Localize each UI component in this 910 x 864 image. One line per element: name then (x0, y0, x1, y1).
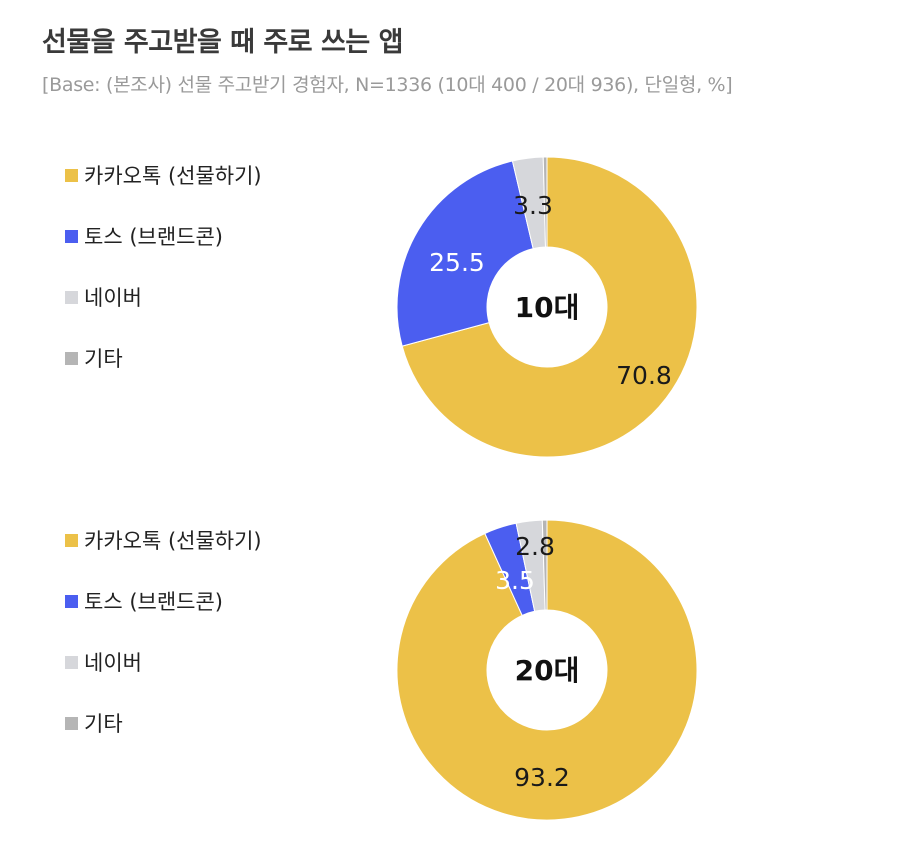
legend-item-toss: 토스 (브랜드콘) (65, 221, 223, 251)
donut-value-label: 93.2 (514, 763, 570, 792)
legend-swatch-naver (65, 290, 78, 304)
legend-swatch-kakaotalk (65, 533, 78, 547)
donut-value-label: 3.3 (513, 191, 553, 220)
legend-swatch-other (65, 351, 78, 365)
chart-title: 선물을 주고받을 때 주로 쓰는 앱 (42, 27, 403, 58)
chart-subtitle: [Base: (본조사) 선물 주고받기 경험자, N=1336 (10대 40… (42, 74, 733, 96)
legend-item-other: 기타 (65, 343, 123, 373)
legend-item-naver: 네이버 (65, 282, 142, 312)
legend-item-kakaotalk: 카카오톡 (선물하기) (65, 160, 262, 190)
donut-slice-카카오톡 (396, 519, 698, 821)
legend-swatch-other (65, 716, 78, 730)
legend-label-toss: 토스 (브랜드콘) (84, 225, 223, 249)
legend-swatch-toss (65, 229, 78, 243)
donut-slice-기타 (542, 156, 548, 248)
legend-label-naver: 네이버 (84, 286, 142, 310)
donut-slice-기타 (541, 519, 548, 611)
legend-item-kakaotalk: 카카오톡 (선물하기) (65, 525, 262, 555)
legend-swatch-naver (65, 655, 78, 669)
donut-center-label: 20대 (515, 654, 580, 687)
legend-label-naver: 네이버 (84, 651, 142, 675)
legend-swatch-toss (65, 594, 78, 608)
legend-label-kakaotalk: 카카오톡 (선물하기) (84, 529, 262, 553)
donut-chart-20s: 93.2 3.5 2.8 20대 (396, 519, 698, 821)
donut-center-label: 10대 (515, 291, 580, 324)
donut-slice-토스 (396, 160, 534, 347)
donut-value-label: 3.5 (495, 566, 535, 595)
legend-item-naver: 네이버 (65, 647, 142, 677)
donut-value-label: 70.8 (616, 361, 672, 390)
donut-slice-카카오톡 (401, 156, 698, 458)
legend-item-other: 기타 (65, 708, 123, 738)
donut-chart-10s: 70.8 25.5 3.3 10대 (396, 156, 698, 458)
legend-label-other: 기타 (84, 347, 123, 371)
donut-value-label: 25.5 (429, 248, 485, 277)
legend-label-toss: 토스 (브랜드콘) (84, 590, 223, 614)
legend-item-toss: 토스 (브랜드콘) (65, 586, 223, 616)
legend-swatch-kakaotalk (65, 168, 78, 182)
donut-value-label: 2.8 (515, 532, 555, 561)
legend-label-other: 기타 (84, 712, 123, 736)
legend-label-kakaotalk: 카카오톡 (선물하기) (84, 164, 262, 188)
